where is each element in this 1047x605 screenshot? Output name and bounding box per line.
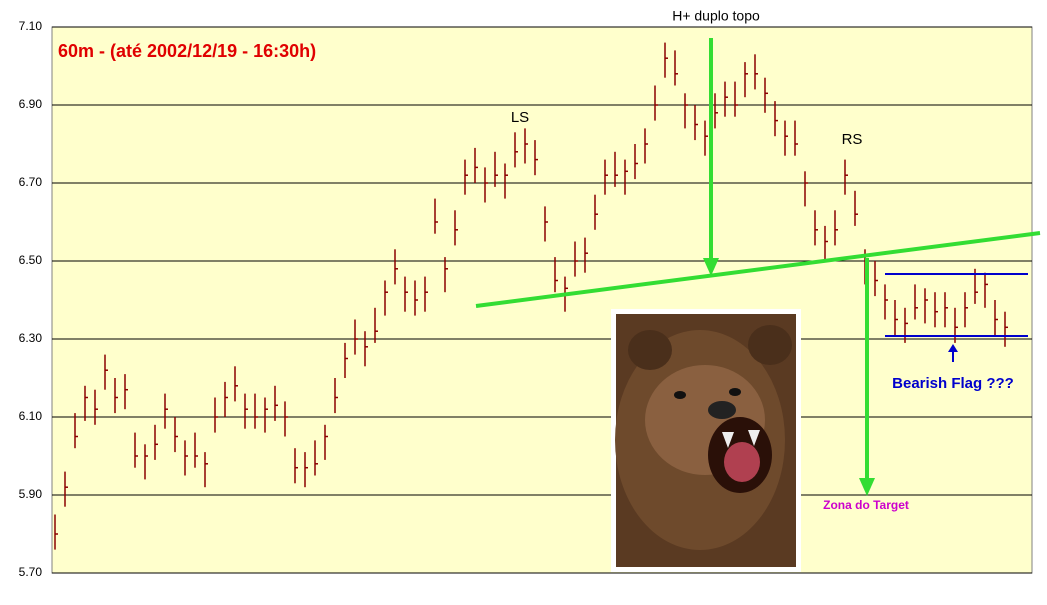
bear-image	[611, 309, 801, 572]
arrow-head	[859, 478, 875, 496]
y-tick-label: 6.90	[19, 97, 43, 111]
y-tick-label: 6.10	[19, 409, 43, 423]
neckline	[475, 231, 1041, 308]
annotation: Bearish Flag ???	[892, 375, 1014, 392]
flag-arrow-head	[948, 344, 958, 352]
arrow-head	[703, 258, 719, 276]
y-tick-label: 6.30	[19, 331, 43, 345]
y-tick-label: 6.70	[19, 175, 43, 189]
y-tick-label: 7.10	[19, 19, 43, 33]
chart-title: 60m - (até 2002/12/19 - 16:30h)	[58, 41, 316, 61]
price-bars	[54, 42, 1008, 550]
annotation: Zona do Target	[823, 498, 909, 512]
annotation: LS	[511, 109, 529, 126]
grid: 5.70 5.90 6.10 6.30 6.50 6.70 6.90 7.10	[19, 19, 1032, 579]
y-tick-label: 6.50	[19, 253, 43, 267]
annotation: H+ duplo topo	[672, 8, 760, 24]
y-tick-label: 5.70	[19, 565, 43, 579]
y-tick-label: 5.90	[19, 487, 43, 501]
annotation: RS	[842, 131, 863, 148]
annotations: H+ duplo topo LS RS Bearish Flag ??? Zona do…	[511, 8, 1014, 512]
